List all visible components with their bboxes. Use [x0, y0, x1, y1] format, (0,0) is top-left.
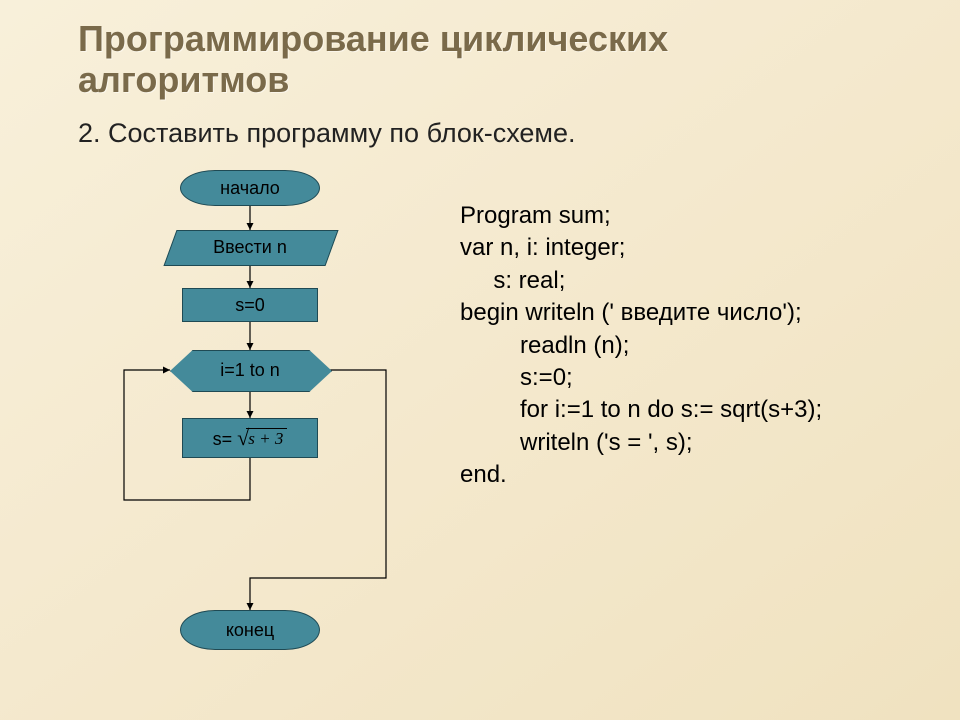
- flow-node-label: s= √s + 3: [213, 425, 288, 451]
- title-line-2: алгоритмов: [78, 59, 289, 100]
- title-line-1: Программирование циклических: [78, 18, 668, 59]
- flow-arrow: [250, 370, 386, 610]
- page-title: Программирование циклических алгоритмов: [78, 18, 898, 101]
- flow-node-body: s= √s + 3: [182, 418, 318, 458]
- flow-node-start: начало: [180, 170, 320, 206]
- flow-node-label: i=1 to n: [220, 360, 280, 381]
- task-subtitle: 2. Составить программу по блок-схеме.: [78, 118, 576, 149]
- flow-node-loop: i=1 to n: [170, 350, 330, 390]
- flow-node-label: Ввести n: [213, 237, 287, 258]
- flow-node-init: s=0: [182, 288, 318, 322]
- program-code: Program sum; var n, i: integer; s: real;…: [460, 200, 930, 492]
- flow-node-input: Ввести n: [170, 230, 330, 264]
- flowchart: начало Ввести n s=0 i=1 to n s= √s + 3 конец: [90, 160, 430, 690]
- flow-node-end: конец: [180, 610, 320, 650]
